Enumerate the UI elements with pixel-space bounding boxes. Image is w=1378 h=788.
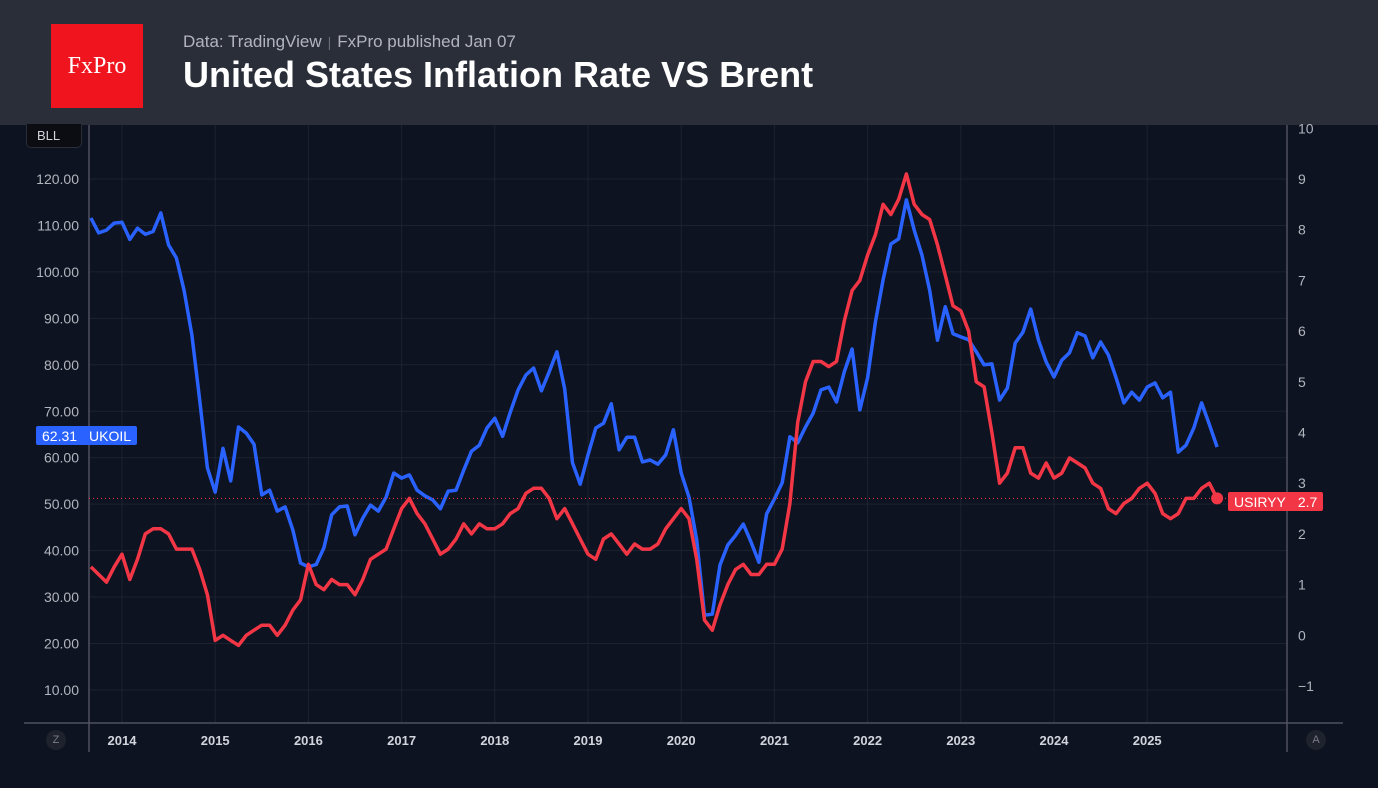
right-tick-label: 10 xyxy=(1298,120,1314,136)
header: FxPro Data: TradingView | FxPro published … xyxy=(0,0,1378,125)
ukoil-series-line xyxy=(89,198,1219,617)
left-tick-label: 60.00 xyxy=(44,450,79,466)
subtitle: Data: TradingView | FxPro published Jan 07 xyxy=(183,32,516,52)
ukoil-price-tag: 62.31 UKOIL xyxy=(36,426,138,445)
x-tick-label: 2025 xyxy=(1133,733,1162,748)
left-tick-label: 70.00 xyxy=(44,403,79,419)
left-tick-label: 10.00 xyxy=(44,682,79,698)
x-tick-label: 2015 xyxy=(201,733,230,748)
fxpro-logo: FxPro xyxy=(51,24,143,108)
right-tick-label: 3 xyxy=(1298,475,1306,491)
left-tick-label: 100.00 xyxy=(36,264,79,280)
left-tick-label: 20.00 xyxy=(44,636,79,652)
auto-scale-z-button[interactable]: Z xyxy=(46,730,66,750)
ukoil-symbol: UKOIL xyxy=(89,427,132,444)
left-tick-label: 40.00 xyxy=(44,543,79,559)
x-tick-label: 2017 xyxy=(387,733,416,748)
right-tick-label: 9 xyxy=(1298,171,1306,187)
right-tick-label: 4 xyxy=(1298,425,1306,441)
usiryy-price-tag: USIRYY 2.7 xyxy=(1228,492,1324,511)
x-tick-label: 2014 xyxy=(108,733,138,748)
right-tick-label: 8 xyxy=(1298,222,1306,238)
right-tick-label: 5 xyxy=(1298,374,1306,390)
chart-background xyxy=(0,125,1378,788)
ukoil-last-value: 62.31 xyxy=(42,427,78,444)
usiryy-last-value: 2.7 xyxy=(1297,493,1318,510)
right-tick-label: 6 xyxy=(1298,323,1306,339)
x-tick-label: 2018 xyxy=(480,733,509,748)
right-tick-label: −1 xyxy=(1298,678,1314,694)
data-source: Data: TradingView xyxy=(183,32,322,51)
left-tick-label: 80.00 xyxy=(44,357,79,373)
left-tick-label: 110.00 xyxy=(37,217,79,233)
right-tick-label: 0 xyxy=(1298,627,1306,643)
x-tick-label: 2021 xyxy=(760,733,789,748)
auto-scale-a-button[interactable]: A xyxy=(1306,730,1326,750)
usiryy-series-line xyxy=(89,172,1219,648)
published-date: FxPro published Jan 07 xyxy=(337,32,516,51)
separator: | xyxy=(327,34,332,50)
page-title: United States Inflation Rate VS Brent xyxy=(183,54,814,95)
x-tick-label: 2023 xyxy=(946,733,975,748)
unit-label-button[interactable]: BLL xyxy=(26,124,82,148)
usiryy-last-value-marker xyxy=(1211,492,1224,505)
left-tick-label: 90.00 xyxy=(44,310,79,326)
right-tick-label: 7 xyxy=(1298,272,1306,288)
series-lines xyxy=(89,172,1228,648)
right-tick-label: 2 xyxy=(1298,526,1306,542)
grid xyxy=(89,125,1287,723)
x-tick-label: 2022 xyxy=(853,733,882,748)
left-tick-label: 120.00 xyxy=(36,171,79,187)
right-tick-label: 1 xyxy=(1298,577,1306,593)
x-tick-label: 2020 xyxy=(667,733,696,748)
left-tick-label: 50.00 xyxy=(44,496,79,512)
x-tick-label: 2024 xyxy=(1040,733,1070,748)
left-tick-label: 30.00 xyxy=(44,589,79,605)
x-tick-label: 2019 xyxy=(574,733,603,748)
usiryy-symbol: USIRYY xyxy=(1234,493,1286,510)
tick-labels: 2014 2015 2016 2017 2018 2019 2020 2021 2022 2023… xyxy=(36,120,1314,748)
x-tick-label: 2016 xyxy=(294,733,323,748)
